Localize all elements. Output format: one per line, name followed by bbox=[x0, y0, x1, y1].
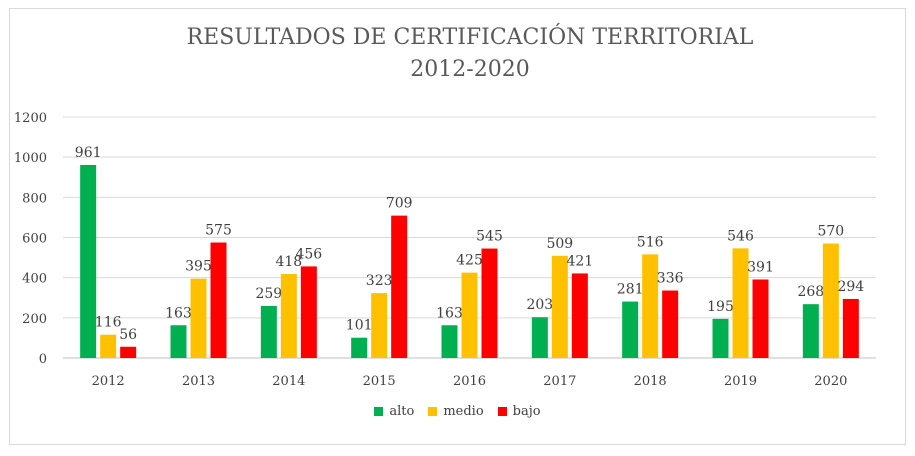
data-label: 961 bbox=[75, 145, 102, 161]
x-tick-label: 2019 bbox=[724, 374, 757, 389]
data-label: 268 bbox=[797, 284, 824, 300]
data-label: 294 bbox=[837, 279, 864, 295]
data-label: 259 bbox=[255, 286, 282, 302]
legend-label: bajo bbox=[512, 404, 541, 419]
y-tick-label: 1200 bbox=[14, 111, 47, 126]
data-label: 395 bbox=[185, 259, 212, 275]
x-tick-label: 2013 bbox=[182, 374, 215, 389]
data-label: 418 bbox=[275, 254, 302, 270]
legend-item-alto: alto bbox=[374, 404, 414, 419]
chart-title: RESULTADOS DE CERTIFICACIÓN TERRITORIAL … bbox=[140, 22, 800, 86]
data-label: 203 bbox=[526, 297, 553, 313]
data-label: 456 bbox=[295, 246, 322, 262]
y-tick-label: 400 bbox=[22, 272, 47, 287]
data-label: 336 bbox=[657, 271, 684, 287]
legend-label: medio bbox=[443, 404, 484, 419]
data-label: 509 bbox=[546, 236, 573, 252]
data-label: 546 bbox=[727, 228, 754, 244]
data-label: 421 bbox=[566, 253, 593, 269]
chart-frame bbox=[9, 8, 906, 445]
bar-bajo bbox=[662, 290, 679, 358]
bar-bajo bbox=[842, 298, 859, 358]
legend-swatch bbox=[374, 407, 384, 416]
data-label: 323 bbox=[366, 273, 393, 289]
bar-bajo bbox=[571, 273, 588, 358]
bar-alto bbox=[531, 317, 548, 358]
chart-title-line1: RESULTADOS DE CERTIFICACIÓN TERRITORIAL bbox=[186, 25, 754, 50]
data-label: 101 bbox=[346, 318, 373, 334]
data-label: 709 bbox=[386, 196, 413, 212]
bar-medio bbox=[732, 248, 749, 358]
bar-alto bbox=[260, 305, 277, 358]
y-tick-label: 1000 bbox=[14, 151, 47, 166]
data-label: 281 bbox=[617, 282, 644, 298]
data-label: 570 bbox=[817, 224, 844, 240]
bar-medio bbox=[822, 243, 839, 358]
bar-alto bbox=[170, 325, 187, 358]
data-label: 425 bbox=[456, 253, 483, 269]
legend-item-medio: medio bbox=[428, 404, 484, 419]
bar-bajo bbox=[752, 279, 769, 358]
bar-alto bbox=[80, 164, 97, 358]
legend-swatch bbox=[428, 407, 438, 416]
y-tick-label: 0 bbox=[39, 352, 47, 367]
data-label: 163 bbox=[436, 305, 463, 321]
legend: alto medio bajo bbox=[0, 404, 915, 419]
x-tick-label: 2017 bbox=[543, 374, 576, 389]
bar-bajo bbox=[120, 346, 137, 358]
y-tick-label: 800 bbox=[22, 191, 47, 206]
data-label: 391 bbox=[747, 259, 774, 275]
data-label: 56 bbox=[119, 327, 137, 343]
bar-bajo bbox=[391, 215, 408, 358]
x-tick-label: 2015 bbox=[363, 374, 396, 389]
legend-item-bajo: bajo bbox=[497, 404, 541, 419]
bar-medio bbox=[642, 254, 659, 358]
bar-alto bbox=[712, 318, 729, 358]
bar-bajo bbox=[210, 242, 227, 358]
bar-medio bbox=[190, 278, 207, 358]
bar-medio bbox=[461, 272, 478, 358]
chart-subtitle: 2012-2020 bbox=[410, 57, 530, 82]
x-tick-label: 2016 bbox=[453, 374, 486, 389]
bar-alto bbox=[441, 325, 458, 358]
bar-medio bbox=[371, 293, 388, 358]
legend-swatch bbox=[497, 407, 507, 416]
bar-bajo bbox=[481, 248, 498, 358]
legend-label: alto bbox=[389, 404, 415, 419]
y-tick-label: 600 bbox=[22, 232, 47, 247]
bar-alto bbox=[622, 301, 639, 358]
x-tick-label: 2018 bbox=[634, 374, 667, 389]
y-tick-label: 200 bbox=[22, 312, 47, 327]
data-label: 163 bbox=[165, 305, 192, 321]
bar-bajo bbox=[300, 266, 317, 358]
x-tick-label: 2020 bbox=[814, 374, 847, 389]
data-label: 545 bbox=[476, 229, 503, 245]
data-label: 195 bbox=[707, 299, 734, 315]
bar-alto bbox=[802, 304, 819, 358]
bar-medio bbox=[100, 334, 117, 358]
bar-alto bbox=[351, 337, 368, 358]
bar-medio bbox=[551, 255, 568, 358]
data-label: 516 bbox=[637, 234, 664, 250]
bar-medio bbox=[280, 274, 297, 358]
data-label: 116 bbox=[95, 315, 122, 331]
x-tick-label: 2014 bbox=[272, 374, 305, 389]
data-label: 575 bbox=[205, 223, 232, 239]
x-tick-label: 2012 bbox=[92, 374, 125, 389]
